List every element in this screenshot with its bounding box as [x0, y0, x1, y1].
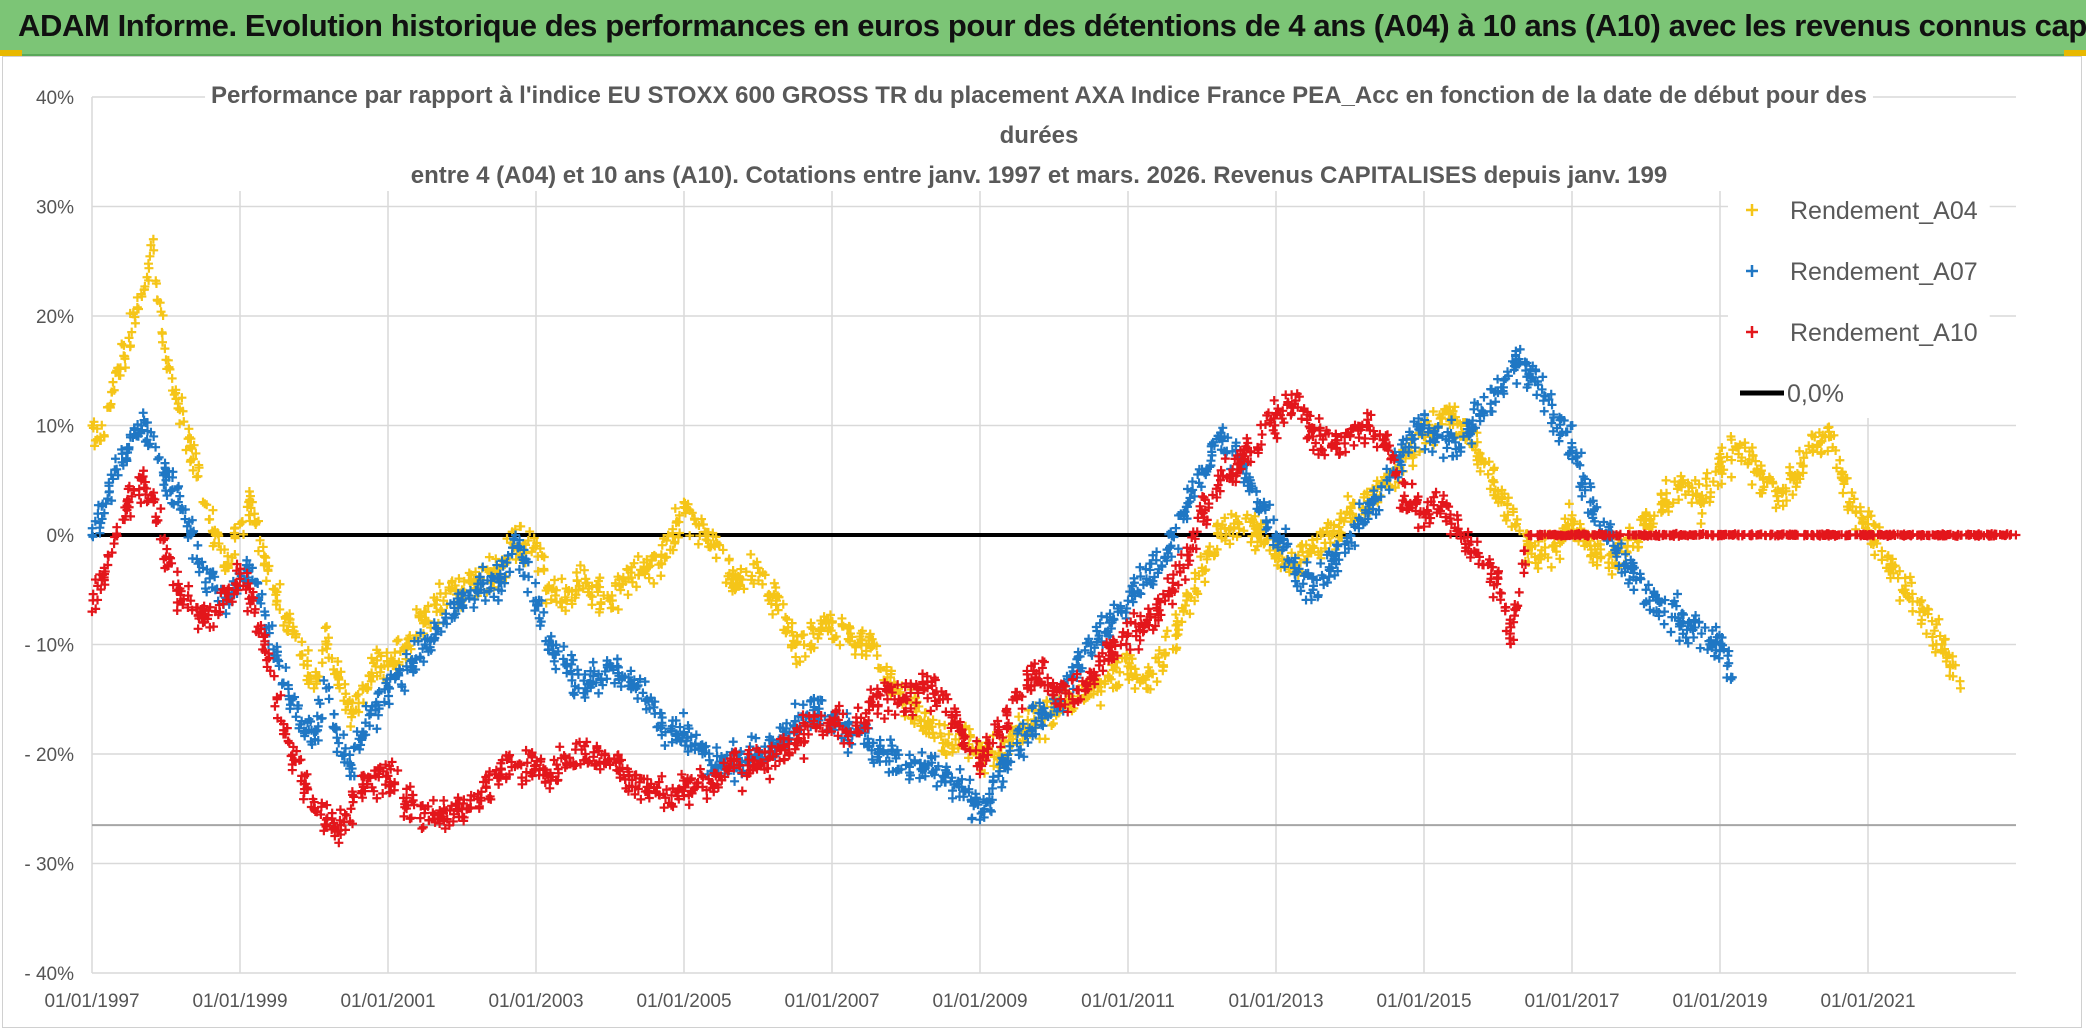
- legend-swatch: [1746, 265, 1758, 277]
- x-tick-label: 01/01/2021: [1820, 991, 1915, 1012]
- x-tick-label: 01/01/2017: [1524, 991, 1619, 1012]
- chart-title: Performance par rapport à l'indice EU ST…: [211, 82, 1867, 189]
- legend-label: Rendement_A10: [1790, 319, 1978, 347]
- chart-title-line: durées: [1000, 122, 1079, 149]
- banner-corner-right: [2064, 50, 2086, 56]
- chart-title-line: entre 4 (A04) et 10 ans (A10). Cotations…: [411, 162, 1667, 189]
- chart-title-line: Performance par rapport à l'indice EU ST…: [211, 82, 1867, 109]
- y-tick-label: - 10%: [24, 636, 74, 657]
- x-tick-label: 01/01/2009: [932, 991, 1027, 1012]
- data-points: [87, 234, 2021, 848]
- x-axis-ticks: 01/01/1997 01/01/1999 01/01/2001 01/01/2003…: [44, 991, 1915, 1012]
- y-tick-label: 30%: [36, 198, 74, 219]
- y-tick-label: - 40%: [24, 964, 74, 985]
- title-background: [205, 80, 1873, 191]
- y-tick-label: 10%: [36, 417, 74, 438]
- legend-swatch: [1746, 326, 1758, 338]
- banner-corner-left: [0, 50, 22, 56]
- series-Rendement_A10: [87, 389, 2021, 848]
- banner-title: ADAM Informe. Evolution historique des p…: [18, 8, 2086, 43]
- y-tick-label: 40%: [36, 88, 74, 109]
- legend-background: [1728, 187, 1990, 418]
- header-banner: ADAM Informe. Evolution historique des p…: [0, 0, 2086, 56]
- x-tick-label: 01/01/2013: [1228, 991, 1323, 1012]
- x-tick-label: 01/01/1997: [44, 991, 139, 1012]
- series-markers: [87, 389, 2021, 848]
- x-tick-label: 01/01/2007: [784, 991, 879, 1012]
- y-tick-label: - 20%: [24, 745, 74, 766]
- x-tick-label: 01/01/2019: [1672, 991, 1767, 1012]
- x-tick-label: 01/01/2011: [1081, 991, 1175, 1012]
- x-tick-label: 01/01/2015: [1376, 991, 1471, 1012]
- legend-swatch: [1746, 204, 1758, 216]
- y-tick-label: - 30%: [24, 855, 74, 876]
- legend-label: 0,0%: [1787, 380, 1844, 408]
- x-tick-label: 01/01/1999: [192, 991, 287, 1012]
- chart-legend: Rendement_A04 Rendement_A07 Rendement_A10 0…: [1740, 197, 1978, 408]
- legend-label: Rendement_A04: [1790, 197, 1978, 225]
- x-tick-label: 01/01/2003: [488, 991, 583, 1012]
- y-tick-label: 20%: [36, 307, 74, 328]
- x-tick-label: 01/01/2005: [636, 991, 731, 1012]
- x-tick-label: 01/01/2001: [340, 991, 435, 1012]
- legend-label: Rendement_A07: [1790, 258, 1978, 286]
- y-axis-ticks: 40% 30% 20% 10% 0% - 10% - 20% - 30% - 40%: [24, 88, 74, 985]
- chart-frame: [2, 56, 2082, 1028]
- y-tick-label: 0%: [47, 526, 75, 547]
